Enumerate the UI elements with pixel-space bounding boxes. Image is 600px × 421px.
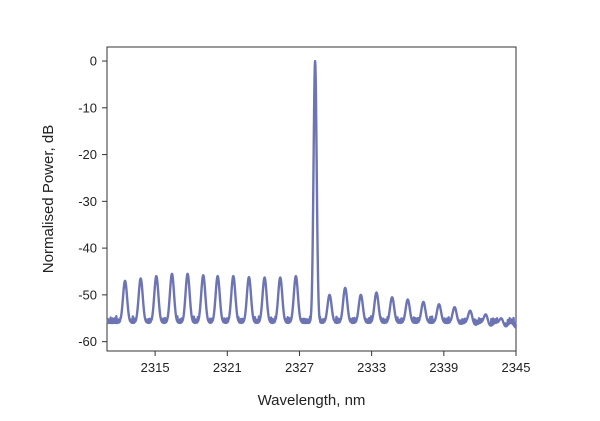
y-tick-label: 0 <box>90 54 97 69</box>
y-axis-title: Normalised Power, dB <box>40 125 57 273</box>
x-tick-label: 2333 <box>357 360 386 375</box>
x-tick-label: 2327 <box>285 360 314 375</box>
y-tick-label: -20 <box>78 147 97 162</box>
y-axis: 0 -10 -20 -30 -40 -50 -60 <box>78 54 107 349</box>
spectrum-line <box>106 59 517 329</box>
y-tick-label: -50 <box>78 287 97 302</box>
plot-frame <box>106 46 517 352</box>
x-tick-label: 2339 <box>429 360 458 375</box>
y-tick-label: -60 <box>78 334 97 349</box>
y-tick-label: -40 <box>78 241 97 256</box>
x-tick-label: 2345 <box>502 360 531 375</box>
x-axis: 2315 2321 2327 2333 2339 2345 <box>141 351 531 375</box>
y-tick-label: -30 <box>78 194 97 209</box>
x-tick-label: 2321 <box>213 360 242 375</box>
x-axis-title: Wavelength, nm <box>258 392 366 409</box>
y-tick-label: -10 <box>78 100 97 115</box>
x-tick-label: 2315 <box>141 360 170 375</box>
